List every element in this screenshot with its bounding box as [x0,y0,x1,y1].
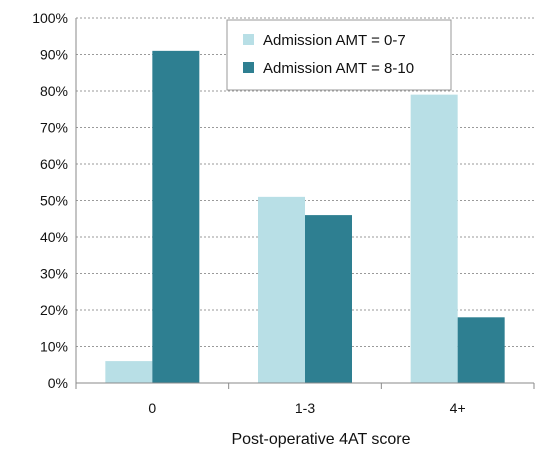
y-tick-label: 60% [40,156,68,172]
y-tick-label: 0% [48,375,68,391]
x-tick-label: 1-3 [295,400,315,416]
bar-amt-0-7-2 [410,94,458,384]
x-axis-title: Post-operative 4AT score [231,431,410,448]
bar-amt-0-7-0 [105,361,153,383]
y-tick-label: 50% [40,193,68,209]
legend-box [226,19,452,91]
x-tick-label: 0 [148,400,156,416]
y-tick-label: 40% [40,229,68,245]
legend-swatch [243,62,254,73]
y-tick-label: 70% [40,120,68,136]
y-tick-label: 10% [40,339,68,355]
bar-amt-8-10-1 [305,215,352,383]
legend-swatch [243,34,254,45]
y-tick-label: 20% [40,302,68,318]
y-tick-label: 30% [40,266,68,282]
bars [105,50,505,384]
y-tick-label: 90% [40,47,68,63]
y-tick-label: 100% [32,10,68,26]
legend: Admission AMT = 0-7 Admission AMT = 8-10 [226,19,452,91]
bar-amt-8-10-0 [152,50,200,383]
x-axis: 0 1-3 4+ [75,382,535,416]
legend-label: Admission AMT = 8-10 [263,60,414,77]
x-tick-label: 4+ [450,400,466,416]
bar-amt-8-10-2 [457,317,505,383]
bar-amt-0-7-1 [258,196,305,383]
y-tick-label: 80% [40,83,68,99]
y-axis: 0% 10% 20% 30% 40% 50% 60% 70% 80% 90% 100% [32,10,77,391]
legend-label: Admission AMT = 0-7 [263,32,406,49]
